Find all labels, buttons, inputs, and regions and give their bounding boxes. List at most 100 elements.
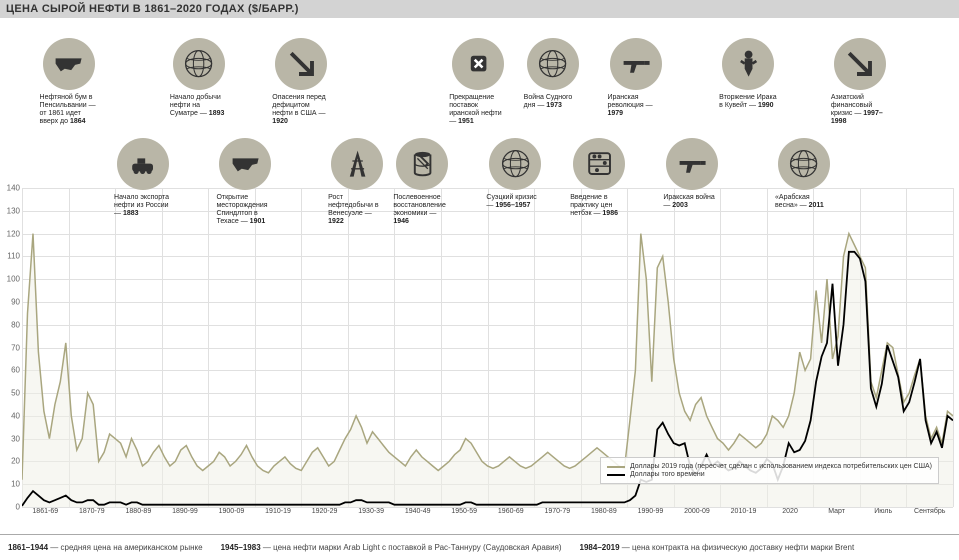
- event-marker: Вторжение Ирака в Кувейт — 1990: [719, 38, 777, 110]
- event-marker: Нефтяной бум в Пенсильвании — от 1861 ид…: [40, 38, 98, 126]
- event-label: Вторжение Ирака в Кувейт — 1990: [719, 94, 777, 110]
- event-label: Открытие месторождения Спиндлтоп в Техас…: [216, 194, 274, 226]
- y-tick-label: 70: [11, 343, 20, 352]
- event-icon-usa: [219, 138, 271, 190]
- chart-area: 0 10 20 30 40 50 60 70 80 90 100 110 120 130 140 Нефтя…: [0, 18, 959, 532]
- x-tick-label: 1980-89: [591, 508, 617, 515]
- y-tick-label: 30: [11, 434, 20, 443]
- event-icon-globe: [489, 138, 541, 190]
- event-label: Война Судного дня — 1973: [524, 94, 582, 110]
- x-tick-label: 1890-99: [172, 508, 198, 515]
- event-marker: Начало добычи нефти на Суматре — 1893: [170, 38, 228, 118]
- footer-source: 1861–1944 — средняя цена на американском…: [8, 543, 203, 552]
- footer-source: 1984–2019 — цена контракта на физическую…: [580, 543, 855, 552]
- title-bar: ЦЕНА СЫРОЙ НЕФТИ В 1861–2020 ГОДАХ ($/БА…: [0, 0, 959, 18]
- x-tick-label: 1930-39: [358, 508, 384, 515]
- y-tick-label: 80: [11, 320, 20, 329]
- event-icon-gun: [666, 138, 718, 190]
- event-icon-globe: [173, 38, 225, 90]
- event-label: Опасения перед дефицитом нефти в США — 1…: [272, 94, 330, 126]
- x-tick-label: 1990-99: [638, 508, 664, 515]
- legend-item: Доллары того времени: [607, 471, 932, 478]
- event-icon-down: [275, 38, 327, 90]
- x-axis: 1861-69 1870-79 1880-89 1890-99 1900-09 1910-…: [22, 508, 953, 522]
- legend-text: Доллары 2019 года (пересчет сделан с исп…: [630, 463, 932, 470]
- event-marker: Открытие месторождения Спиндлтоп в Техас…: [216, 138, 274, 226]
- event-icon-globe: [527, 38, 579, 90]
- y-tick-label: 110: [7, 252, 20, 261]
- event-marker: Опасения перед дефицитом нефти в США — 1…: [272, 38, 330, 126]
- legend: Доллары 2019 года (пересчет сделан с исп…: [600, 457, 939, 484]
- event-label: Послевоенное восстановление экономики — …: [393, 194, 451, 226]
- event-icon-globe: [778, 138, 830, 190]
- y-tick-label: 90: [11, 297, 20, 306]
- event-icon-stop: [452, 38, 504, 90]
- footer-source: 1945–1983 — цена нефти марки Arab Light …: [221, 543, 562, 552]
- legend-item: Доллары 2019 года (пересчет сделан с исп…: [607, 463, 932, 470]
- events-timeline: Нефтяной бум в Пенсильвании — от 1861 ид…: [22, 38, 953, 188]
- y-tick-label: 140: [7, 184, 20, 193]
- x-tick-label: 1950-59: [451, 508, 477, 515]
- x-tick-label: Март: [828, 508, 845, 515]
- x-tick-label: 1920-29: [312, 508, 338, 515]
- event-marker: Начало экспорта нефти из России — 1883: [114, 138, 172, 218]
- x-tick-label: 2000-09: [684, 508, 710, 515]
- grid-vline: [953, 188, 954, 507]
- x-tick-label: 1861-69: [32, 508, 58, 515]
- x-tick-label: 1900-09: [219, 508, 245, 515]
- event-label: Прекращение поставок иранской нефти — 19…: [449, 94, 507, 126]
- event-marker: «Арабская весна» — 2011: [775, 138, 833, 210]
- event-label: «Арабская весна» — 2011: [775, 194, 833, 210]
- y-tick-label: 100: [7, 275, 20, 284]
- event-marker: Иранская революция — 1979: [607, 38, 665, 118]
- y-tick-label: 130: [7, 206, 20, 215]
- event-marker: Азиатский финансовый кризис — 1997–1998: [831, 38, 889, 126]
- x-tick-label: 1880-89: [126, 508, 152, 515]
- event-marker: Введение в практику цен нетбэк — 1986: [570, 138, 628, 218]
- y-tick-label: 0: [16, 503, 20, 512]
- y-tick-label: 10: [11, 480, 20, 489]
- event-label: Азиатский финансовый кризис — 1997–1998: [831, 94, 889, 126]
- y-axis: 0102030405060708090100110120130140: [2, 18, 22, 507]
- event-label: Иранская революция — 1979: [607, 94, 665, 118]
- legend-swatch: [607, 474, 625, 476]
- event-label: Начало экспорта нефти из России — 1883: [114, 194, 172, 218]
- event-label: Иракская война — 2003: [663, 194, 721, 210]
- oil-price-infographic: ЦЕНА СЫРОЙ НЕФТИ В 1861–2020 ГОДАХ ($/БА…: [0, 0, 959, 560]
- event-label: Начало добычи нефти на Суматре — 1893: [170, 94, 228, 118]
- x-tick-label: 1960-69: [498, 508, 524, 515]
- event-icon-gun: [610, 38, 662, 90]
- event-label: Рост нефтедобычи в Венесуэле — 1922: [328, 194, 386, 226]
- x-tick-label: 2020: [782, 508, 798, 515]
- event-label: Нефтяной бум в Пенсильвании — от 1861 ид…: [40, 94, 98, 126]
- event-icon-derrick: [331, 138, 383, 190]
- event-marker: Суэцкий кризис — 1956–1957: [486, 138, 544, 210]
- source-footer: 1861–1944 — средняя цена на американском…: [0, 534, 959, 560]
- event-label: Введение в практику цен нетбэк — 1986: [570, 194, 628, 218]
- event-icon-usa: [43, 38, 95, 90]
- x-tick-label: 1870-79: [79, 508, 105, 515]
- x-tick-label: 1940-49: [405, 508, 431, 515]
- x-tick-label: Сентябрь: [914, 508, 945, 515]
- event-marker: Война Судного дня — 1973: [524, 38, 582, 110]
- event-icon-tank: [117, 138, 169, 190]
- event-icon-soldier: [722, 38, 774, 90]
- y-tick-label: 120: [7, 229, 20, 238]
- x-tick-label: 1910-19: [265, 508, 291, 515]
- y-tick-label: 20: [11, 457, 20, 466]
- y-tick-label: 40: [11, 411, 20, 420]
- event-marker: Прекращение поставок иранской нефти — 19…: [449, 38, 507, 126]
- x-tick-label: 1970-79: [544, 508, 570, 515]
- y-tick-label: 60: [11, 366, 20, 375]
- event-marker: Иракская война — 2003: [663, 138, 721, 210]
- event-icon-barrel: [396, 138, 448, 190]
- y-tick-label: 50: [11, 389, 20, 398]
- event-marker: Послевоенное восстановление экономики — …: [393, 138, 451, 226]
- x-tick-label: Июль: [874, 508, 892, 515]
- event-marker: Рост нефтедобычи в Венесуэле — 1922: [328, 138, 386, 226]
- chart-title: ЦЕНА СЫРОЙ НЕФТИ В 1861–2020 ГОДАХ ($/БА…: [6, 3, 299, 15]
- legend-text: Доллары того времени: [630, 471, 705, 478]
- legend-swatch: [607, 466, 625, 468]
- event-label: Суэцкий кризис — 1956–1957: [486, 194, 544, 210]
- event-icon-abacus: [573, 138, 625, 190]
